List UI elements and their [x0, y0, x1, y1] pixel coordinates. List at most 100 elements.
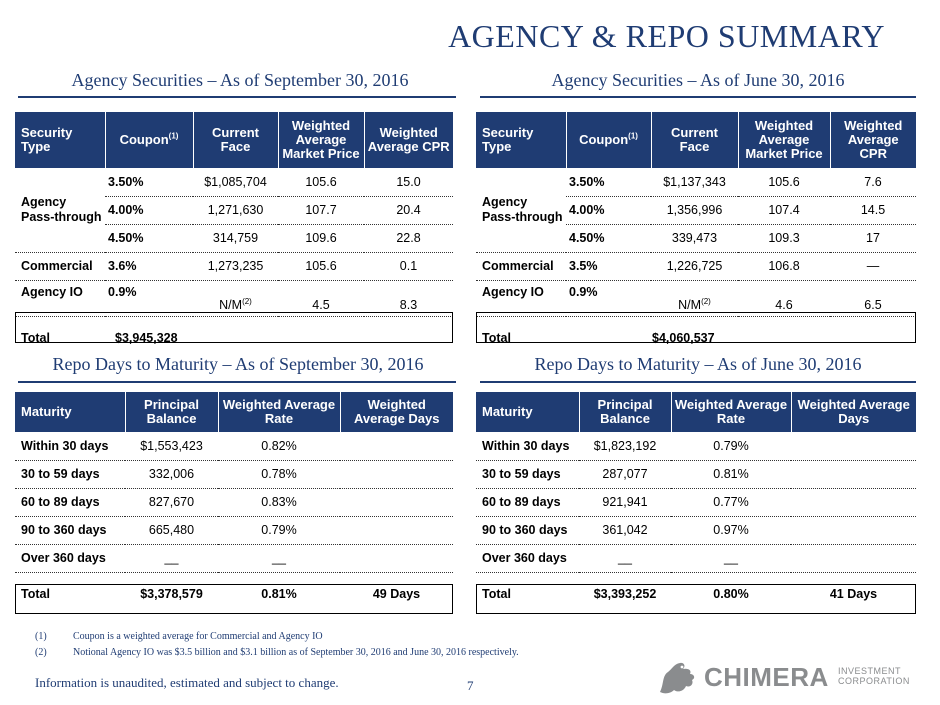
principal-cell: 921,941 — [579, 488, 671, 517]
total-row: Total $3,393,252 0.80% 41 Days — [476, 580, 916, 608]
logo-subtitle: INVESTMENT CORPORATION — [838, 666, 910, 686]
maturity-cell: Within 30 days — [476, 432, 579, 461]
company-logo: CHIMERA INVESTMENT CORPORATION — [656, 658, 909, 698]
cpr-cell: 0.1 — [364, 252, 453, 281]
maturity-cell: 30 to 59 days — [15, 460, 125, 489]
coupon-cell: 3.5% — [566, 252, 651, 281]
coupon-cell: 0.9% — [566, 280, 651, 317]
coupon-cell: 4.50% — [105, 224, 193, 253]
price-cell: 4.6 — [738, 280, 830, 317]
price-cell: 109.6 — [278, 224, 364, 253]
group-label: Agency Pass-through — [476, 168, 566, 253]
repo-jun-rule — [480, 381, 916, 383]
table-row: Agency Pass-through 3.50% $1,137,343 105… — [476, 168, 916, 253]
col-days: Weighted Average Days — [339, 392, 453, 432]
principal-cell: __ — [125, 544, 218, 573]
footnote-1: (1) Coupon is a weighted average for Comm… — [35, 631, 323, 642]
col-days: Weighted Average Days — [790, 392, 916, 432]
col-maturity: Maturity — [15, 392, 125, 432]
table-row: 4.00% 1,271,630 107.7 20.4 — [15, 196, 453, 225]
total-face: $4,060,537 — [652, 331, 715, 345]
col-current-face: Current Face — [192, 112, 278, 168]
row-label: Agency IO — [476, 280, 566, 317]
principal-cell: 361,042 — [579, 516, 671, 545]
col-current-face: Current Face — [650, 112, 738, 168]
rate-cell: 0.81% — [671, 460, 791, 489]
agency-jun-rule — [480, 96, 916, 98]
page-number: 7 — [467, 678, 474, 693]
maturity-cell: 60 to 89 days — [476, 488, 579, 517]
table-row: Over 360 days __ __ — [476, 544, 916, 573]
col-coupon: Coupon(1) — [565, 112, 651, 168]
face-cell: 314,759 — [193, 224, 278, 253]
repo-sep-rule — [18, 381, 456, 383]
col-security-type: Security Type — [15, 112, 105, 168]
rate-cell: 0.82% — [218, 432, 340, 461]
rate-cell: 0.83% — [218, 488, 340, 517]
table-row: 90 to 360 days 361,042 0.97% — [476, 516, 916, 545]
row-label: Commercial — [476, 252, 566, 281]
table-row: 90 to 360 days 665,480 0.79% — [15, 516, 453, 545]
price-cell: 109.3 — [738, 224, 830, 253]
repo-sep-total-box — [15, 584, 453, 614]
coupon-cell: 4.50% — [566, 224, 651, 253]
cpr-cell: 14.5 — [830, 196, 916, 225]
total-principal: $3,393,252 — [593, 587, 657, 601]
table-row: 4.50% 314,759 109.6 22.8 — [15, 224, 453, 253]
maturity-cell: 30 to 59 days — [476, 460, 579, 489]
table-row: 60 to 89 days 921,941 0.77% — [476, 488, 916, 517]
total-rate: 0.81% — [261, 587, 297, 601]
logo-name: CHIMERA — [704, 662, 829, 692]
chimera-logo-icon — [660, 662, 695, 694]
coupon-cell: 0.9% — [105, 280, 193, 317]
maturity-cell: Within 30 days — [15, 432, 125, 461]
maturity-cell: Over 360 days — [476, 544, 579, 573]
rate-cell: 0.79% — [671, 432, 791, 461]
face-cell: 1,356,996 — [651, 196, 738, 225]
table-row: Commercial 3.6% 1,273,235 105.6 0.1 — [15, 252, 453, 281]
table-row: 4.00% 1,356,996 107.4 14.5 — [476, 196, 916, 225]
disclaimer: Information is unaudited, estimated and … — [35, 675, 339, 690]
face-cell: 1,271,630 — [193, 196, 278, 225]
repo-sep-title: Repo Days to Maturity – As of September … — [52, 354, 424, 374]
cpr-cell: 20.4 — [364, 196, 453, 225]
total-label: Total — [482, 587, 511, 601]
total-label: Total — [21, 331, 50, 345]
repo-jun-total-box — [476, 584, 916, 614]
rate-cell: 0.97% — [671, 516, 791, 545]
principal-cell: 827,670 — [125, 488, 218, 517]
agency-sep-title: Agency Securities – As of September 30, … — [71, 70, 409, 90]
cpr-cell: 8.3 — [364, 280, 453, 317]
maturity-cell: 90 to 360 days — [476, 516, 579, 545]
col-principal: Principal Balance — [124, 392, 218, 432]
face-cell: N/M(2) — [651, 280, 738, 317]
agency-sep-rule — [18, 96, 456, 98]
rate-cell: __ — [671, 544, 791, 573]
col-wamp: Weighted Average Market Price — [277, 112, 364, 168]
maturity-cell: Over 360 days — [15, 544, 125, 573]
table-row: 4.50% 339,473 109.3 17 — [476, 224, 916, 253]
maturity-cell: 60 to 89 days — [15, 488, 125, 517]
col-wamp: Weighted Average Market Price — [737, 112, 830, 168]
principal-cell: 332,006 — [125, 460, 218, 489]
face-cell: 1,226,725 — [651, 252, 738, 281]
group-label: Agency Pass-through — [15, 168, 105, 253]
cpr-cell: 15.0 — [364, 168, 453, 197]
price-cell: 105.6 — [738, 168, 830, 197]
total-rate: 0.80% — [713, 587, 749, 601]
agency-jun-total-box — [476, 312, 916, 343]
table-row: Within 30 days $1,553,423 0.82% — [15, 432, 453, 461]
price-cell: 105.6 — [278, 252, 364, 281]
total-face: $3,945,328 — [115, 331, 178, 345]
agency-jun-title: Agency Securities – As of June 30, 2016 — [551, 70, 845, 90]
principal-cell: $1,823,192 — [579, 432, 671, 461]
col-coupon: Coupon(1) — [104, 112, 193, 168]
table-row: Agency Pass-through 3.50% $1,085,704 105… — [15, 168, 453, 253]
face-cell: N/M(2) — [193, 280, 278, 317]
table-row: Within 30 days $1,823,192 0.79% — [476, 432, 916, 461]
maturity-cell: 90 to 360 days — [15, 516, 125, 545]
total-row: Total $4,060,537 — [476, 324, 916, 352]
total-label: Total — [21, 587, 50, 601]
col-wacpr: Weighted Average CPR — [363, 112, 453, 168]
agency-sep-total-box — [15, 312, 453, 343]
